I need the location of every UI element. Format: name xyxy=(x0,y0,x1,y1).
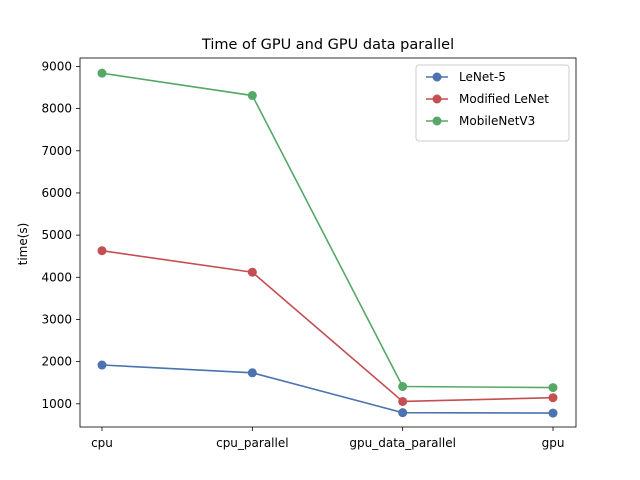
data-point xyxy=(247,91,257,101)
y-tick-label: 1000 xyxy=(41,397,72,411)
data-point xyxy=(398,408,408,418)
legend-box xyxy=(415,64,570,142)
x-tick-label: gpu_data_parallel xyxy=(349,436,456,450)
series-mobilenetv3 xyxy=(97,68,558,393)
data-point xyxy=(548,383,558,393)
data-point xyxy=(548,393,558,403)
legend-item: MobileNetV3 xyxy=(426,114,535,128)
legend-item: Modified LeNet xyxy=(426,92,549,106)
legend-marker xyxy=(432,72,442,82)
y-tick-label: 8000 xyxy=(41,102,72,116)
y-axis-label: time(s) xyxy=(16,223,30,266)
axis-ticks: 1000 2000 3000 4000 5000 6000 7000 8000 9000 cpu c… xyxy=(41,59,564,450)
y-tick-label: 7000 xyxy=(41,144,72,158)
chart-title: Time of GPU and GPU data parallel xyxy=(201,37,454,53)
series-line xyxy=(101,249,554,403)
x-tick-label: cpu_parallel xyxy=(216,436,288,450)
legend-label: LeNet-5 xyxy=(459,70,506,84)
series-modified-lenet xyxy=(97,246,558,406)
x-tick-label: gpu xyxy=(542,436,565,450)
y-tick-label: 3000 xyxy=(41,312,72,326)
data-point xyxy=(247,368,257,378)
y-tick-label: 2000 xyxy=(41,355,72,369)
data-point xyxy=(398,396,408,406)
legend-marker xyxy=(432,94,442,104)
series-lenet-5 xyxy=(97,360,558,418)
series-line xyxy=(101,72,554,389)
legend: LeNet-5 Modified LeNet MobileNetV3 xyxy=(415,64,570,142)
y-tick-label: 9000 xyxy=(41,59,72,73)
legend-label: MobileNetV3 xyxy=(459,114,535,128)
data-point xyxy=(398,382,408,392)
y-tick-label: 5000 xyxy=(41,228,72,242)
data-point xyxy=(97,68,107,78)
data-point xyxy=(97,246,107,256)
series-line xyxy=(101,364,554,414)
x-tick-label: cpu xyxy=(91,436,113,450)
plot-frame xyxy=(79,57,577,428)
legend-marker xyxy=(432,116,442,126)
y-tick-label: 6000 xyxy=(41,186,72,200)
data-point xyxy=(97,360,107,370)
data-point xyxy=(247,267,257,277)
data-point xyxy=(548,408,558,418)
legend-label: Modified LeNet xyxy=(459,92,549,106)
y-tick-label: 4000 xyxy=(41,270,72,284)
legend-item: LeNet-5 xyxy=(426,70,506,84)
series-group xyxy=(97,68,558,418)
